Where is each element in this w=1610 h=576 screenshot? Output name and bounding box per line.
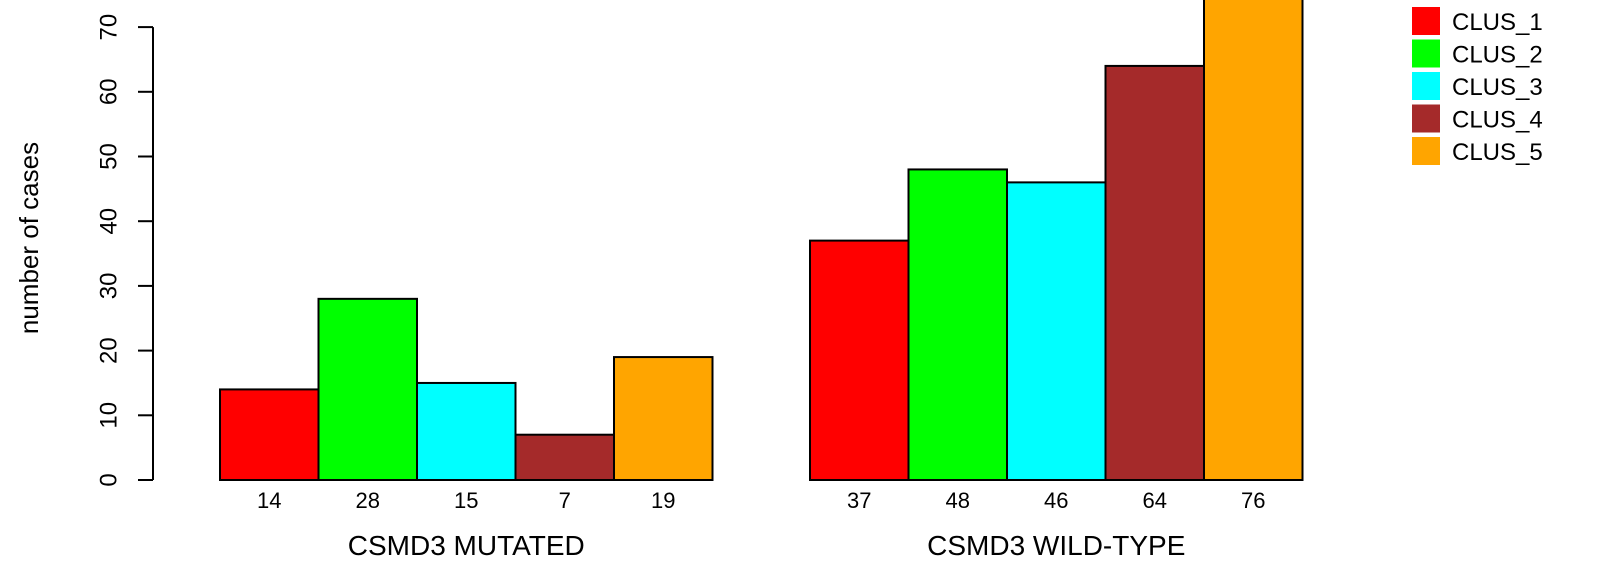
bar-clus_1-group-2 — [809, 239, 910, 481]
bar-clus_5-group-1 — [613, 356, 714, 482]
bar-value-label: 7 — [559, 488, 571, 513]
legend-swatch-clus_1 — [1412, 7, 1440, 35]
y-axis: 0 10 20 30 40 50 60 70 — [95, 14, 154, 487]
y-tick-label: 70 — [95, 14, 122, 41]
bar-clus_5-group-2 — [1203, 0, 1304, 482]
y-tick-label: 20 — [95, 337, 122, 364]
bar-value-label: 19 — [651, 488, 675, 513]
bar-clus_3-group-2 — [1006, 181, 1107, 481]
legend-swatch-clus_5 — [1412, 137, 1440, 165]
y-tick-label: 50 — [95, 143, 122, 170]
legend-label: CLUS_4 — [1452, 107, 1543, 134]
y-tick-label: 30 — [95, 273, 122, 300]
bar-value-label: 48 — [946, 488, 970, 513]
legend-swatch-clus_3 — [1412, 72, 1440, 100]
legend-swatch-clus_4 — [1412, 104, 1440, 133]
group-labels: CSMD3 MUTATED CSMD3 WILD-TYPE — [348, 530, 1186, 561]
legend-label: CLUS_3 — [1452, 74, 1543, 101]
bars — [219, 0, 1304, 482]
y-tick-label: 60 — [95, 78, 122, 105]
legend-label: CLUS_1 — [1452, 9, 1543, 36]
legend: CLUS_1 CLUS_2 CLUS_3 CLUS_4 CLUS_5 — [1412, 7, 1543, 166]
group-label: CSMD3 MUTATED — [348, 530, 585, 561]
bar-clus_3-group-1 — [416, 381, 517, 482]
bar-value-label: 28 — [356, 488, 380, 513]
y-tick-label: 0 — [95, 473, 122, 486]
bar-clus_2-group-2 — [907, 168, 1008, 481]
bar-value-label: 15 — [454, 488, 478, 513]
y-axis-label: number of cases — [14, 142, 44, 334]
bar-clus_1-group-1 — [219, 388, 320, 482]
bar-value-label: 37 — [847, 488, 871, 513]
legend-label: CLUS_5 — [1452, 139, 1543, 166]
value-labels: 14 28 15 7 19 37 48 46 64 76 — [257, 488, 1265, 513]
legend-swatch-clus_2 — [1412, 39, 1440, 68]
bar-value-label: 64 — [1143, 488, 1167, 513]
bar-clus_4-group-1 — [514, 433, 615, 481]
y-tick-label: 40 — [95, 208, 122, 235]
bar-value-label: 76 — [1241, 488, 1265, 513]
bar-value-label: 46 — [1044, 488, 1068, 513]
y-tick-label: 10 — [95, 402, 122, 429]
bar-value-label: 14 — [257, 488, 281, 513]
bar-clus_4-group-2 — [1104, 64, 1205, 481]
group-label: CSMD3 WILD-TYPE — [927, 530, 1185, 561]
legend-label: CLUS_2 — [1452, 42, 1543, 69]
bar-clus_2-group-1 — [317, 297, 418, 481]
